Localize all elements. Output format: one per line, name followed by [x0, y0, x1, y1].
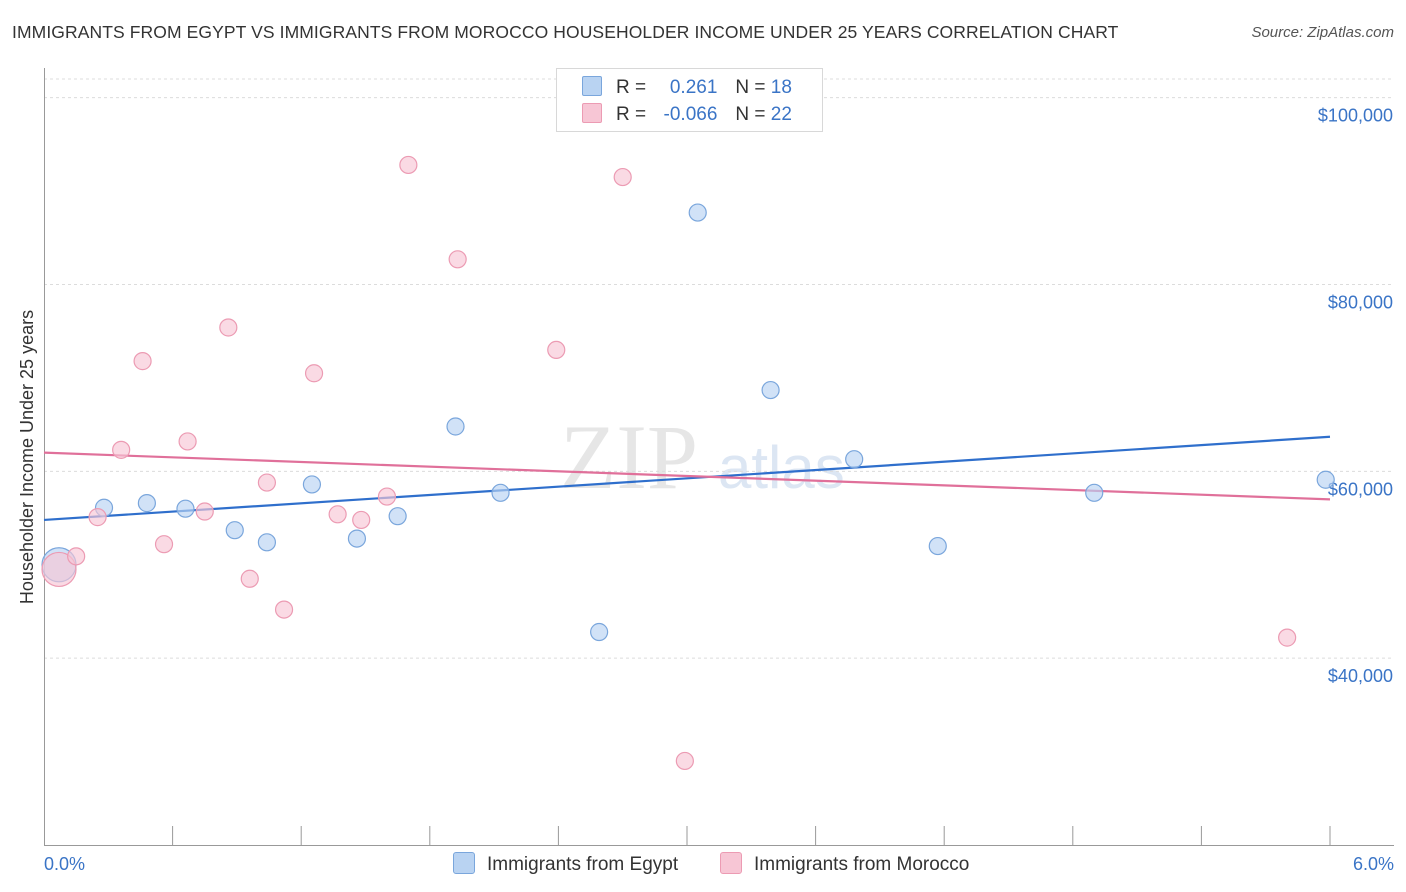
egypt-point [225, 521, 244, 540]
morocco-r-value: -0.066 [663, 104, 718, 125]
morocco-r-label: R = [616, 104, 647, 125]
y-tick-label: $40,000 [1328, 666, 1393, 686]
morocco-point [240, 569, 259, 588]
morocco-point [377, 487, 397, 506]
egypt-point [928, 536, 947, 556]
egypt-point [347, 529, 367, 548]
egypt-point [176, 499, 195, 518]
egypt-point [446, 417, 465, 436]
morocco-point [133, 352, 152, 371]
watermark-atlas: atlas [718, 434, 845, 501]
morocco-point [67, 547, 86, 566]
trend-lines [43, 435, 1331, 522]
y-tick-label: $80,000 [1328, 293, 1393, 313]
source-label: Source: ZipAtlas.com [1251, 24, 1394, 41]
x-ticks [172, 826, 1331, 845]
egypt-point [590, 622, 609, 642]
egypt-legend-label: Immigrants from Egypt [487, 854, 679, 875]
morocco-point [41, 551, 77, 588]
morocco-trend-line [43, 451, 1331, 501]
chart-title: IMMIGRANTS FROM EGYPT VS IMMIGRANTS FROM… [12, 22, 1119, 42]
y-axis-label: Householder Income Under 25 years [17, 310, 37, 604]
morocco-point [178, 432, 197, 451]
morocco-point [195, 502, 214, 521]
morocco-point [88, 508, 107, 527]
morocco-legend-label: Immigrants from Morocco [754, 854, 970, 875]
egypt-point [761, 380, 780, 400]
morocco-point [613, 167, 632, 187]
y-tick-labels: $40,000 $60,000 $80,000 $100,000 [1318, 106, 1393, 686]
egypt-point [388, 507, 407, 526]
egypt-point [491, 483, 510, 502]
egypt-swatch [582, 76, 602, 96]
legend-item-egypt: Immigrants from Egypt [453, 852, 678, 876]
egypt-point [137, 494, 156, 513]
y-tick-label: $100,000 [1318, 106, 1393, 126]
morocco-swatch [582, 103, 602, 123]
morocco-point [219, 318, 238, 337]
egypt-n-label: N = [735, 77, 766, 98]
morocco-point [154, 535, 174, 554]
morocco-point [1278, 628, 1297, 647]
morocco-n-value: 22 [770, 104, 792, 125]
x-tick-label-max: 6.0% [1353, 854, 1394, 874]
morocco-point [304, 364, 324, 383]
egypt-r-value: 0.261 [669, 77, 718, 98]
morocco-point [399, 155, 418, 175]
egypt-point [257, 533, 277, 552]
egypt-point [688, 203, 707, 222]
egypt-legend-swatch [453, 852, 475, 874]
egypt-trend-line [43, 435, 1331, 522]
morocco-point [547, 340, 566, 360]
legend-item-morocco: Immigrants from Morocco [720, 852, 969, 876]
egypt-point [302, 475, 322, 494]
data-points [41, 155, 1335, 771]
morocco-point [352, 510, 371, 530]
legend-row-egypt: R = 0.261 N = 18 [582, 76, 792, 99]
morocco-point [112, 440, 131, 459]
morocco-point [274, 600, 294, 619]
egypt-point [845, 450, 864, 469]
morocco-point [675, 751, 694, 771]
morocco-point [257, 473, 277, 492]
egypt-point [1316, 470, 1335, 489]
legend-row-morocco: R = -0.066 N = 22 [582, 103, 792, 126]
morocco-point [448, 250, 467, 269]
egypt-r-label: R = [616, 77, 647, 98]
y-tick-label: $60,000 [1328, 479, 1393, 499]
morocco-n-label: N = [735, 104, 766, 125]
morocco-point [328, 505, 347, 524]
morocco-legend-swatch [720, 852, 742, 874]
x-tick-label-min: 0.0% [44, 854, 85, 874]
egypt-n-value: 18 [770, 77, 792, 98]
watermark-zip: ZIP [560, 406, 698, 508]
egypt-point [1085, 483, 1104, 502]
correlation-legend: R = 0.261 N = 18 R = -0.066 N = 22 [556, 68, 823, 132]
